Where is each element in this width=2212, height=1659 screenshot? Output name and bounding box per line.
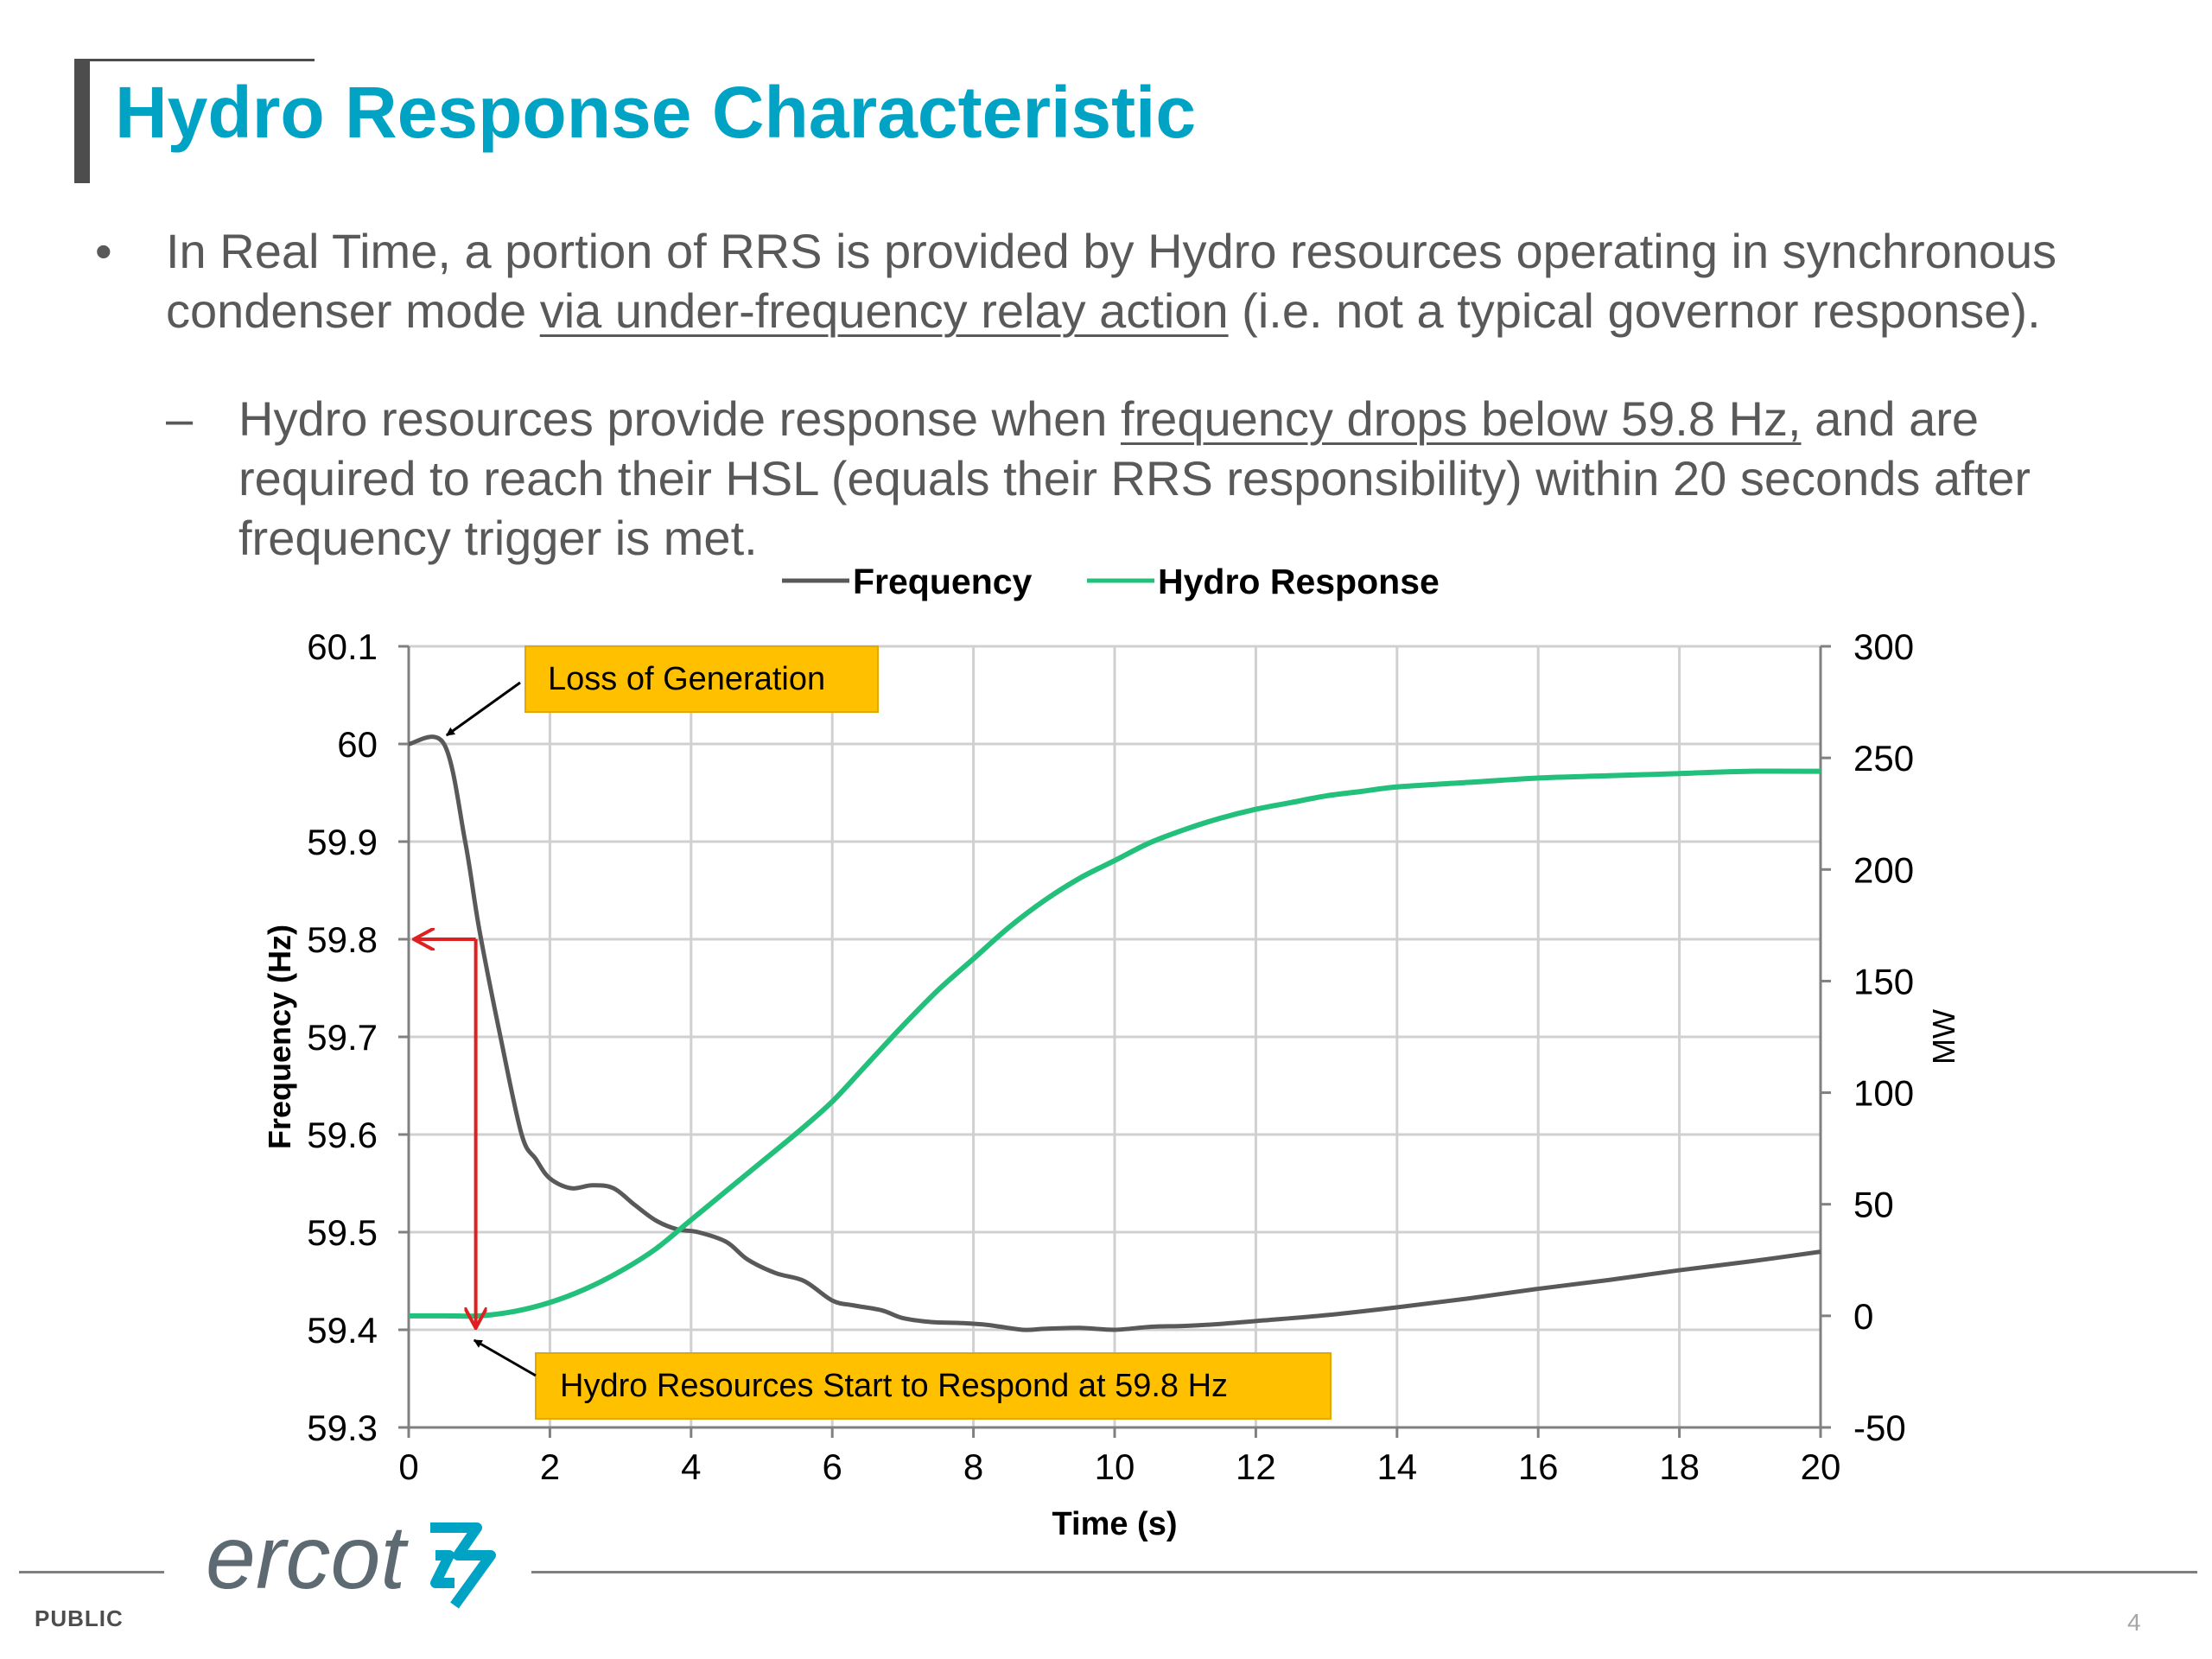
y-left-tick-label: 59.4 [307, 1310, 378, 1351]
bullet-2-marker: – [166, 391, 194, 446]
y-right-axis-label: MW [1926, 1009, 1961, 1065]
annotation-arrow-loss [445, 681, 521, 737]
legend-label: Hydro Response [1158, 562, 1440, 601]
ercot-logo: ercot [199, 1503, 510, 1629]
y-left-tick-label: 59.8 [307, 919, 378, 960]
bullet-2-line-1-pre: Hydro resources provide response when [238, 391, 1121, 446]
x-tick-label: 14 [1376, 1446, 1417, 1487]
annotation-text-loss: Loss of Generation [548, 661, 825, 697]
title-accent-bar [74, 59, 90, 183]
ercot-bolt-icon [430, 1522, 496, 1609]
x-tick-label: 4 [681, 1446, 701, 1487]
annotation-arrow-hydro [473, 1338, 537, 1377]
x-tick-label: 8 [963, 1446, 983, 1487]
y-left-tick-label: 59.3 [307, 1408, 378, 1448]
page-number: 4 [2127, 1609, 2141, 1636]
bullet-1-underlined: via under-frequency relay action [539, 283, 1229, 338]
ercot-logo-wordmark: ercot [206, 1508, 409, 1608]
bullet-2-line-2: required to reach their HSL (equals thei… [238, 451, 2031, 505]
bullet-2-line-1-post: and are [1801, 391, 1980, 446]
bullet-2-underlined: frequency drops below 59.8 Hz, [1120, 391, 1802, 446]
x-tick-label: 0 [398, 1446, 418, 1487]
y-right-tick-label: 200 [1853, 849, 1914, 890]
y-left-tick-label: 60.1 [307, 626, 378, 667]
y-right-tick-label: 150 [1853, 961, 1914, 1001]
annotation-text-hydro: Hydro Resources Start to Respond at 59.8… [560, 1368, 1228, 1404]
y-left-tick-label: 59.9 [307, 822, 378, 862]
y-left-axis-label: Frequency (Hz) [262, 925, 297, 1149]
x-tick-label: 10 [1095, 1446, 1135, 1487]
annotation-box-loss [524, 645, 879, 713]
legend-label: Frequency [853, 562, 1033, 601]
x-tick-label: 12 [1236, 1446, 1276, 1487]
public-label: PUBLIC [35, 1605, 124, 1631]
annotation-box-hydro [535, 1352, 1332, 1420]
y-right-tick-label: 50 [1853, 1185, 1894, 1225]
y-left-tick-label: 60 [337, 724, 378, 765]
y-right-tick-label: 300 [1853, 626, 1914, 667]
footer-rule-left [19, 1571, 164, 1573]
footer-rule-right [531, 1571, 2197, 1573]
y-left-tick-label: 59.6 [307, 1115, 378, 1155]
x-tick-label: 2 [540, 1446, 560, 1487]
bullet-2-line-1: Hydro resources provide response when fr… [238, 389, 1979, 448]
bullet-1-line-2: condenser mode via under-frequency relay… [166, 281, 2041, 340]
y-left-tick-label: 59.5 [307, 1212, 378, 1253]
y-right-tick-label: 0 [1853, 1296, 1873, 1337]
y-right-tick-label: 250 [1853, 738, 1914, 779]
x-axis-label: Time (s) [1052, 1506, 1177, 1542]
hydro-response-series-line [408, 768, 1821, 1319]
x-tick-label: 20 [1801, 1446, 1841, 1487]
bullet-1-line-2-pre: condenser mode [166, 283, 540, 338]
y-right-tick-label: -50 [1853, 1408, 1906, 1448]
y-right-tick-label: 100 [1853, 1073, 1914, 1114]
bullet-1-marker: • [95, 224, 112, 278]
title-accent-top [74, 59, 315, 61]
x-tick-label: 6 [823, 1446, 842, 1487]
bullet-1-line-1: In Real Time, a portion of RRS is provid… [166, 224, 2057, 278]
x-tick-label: 16 [1518, 1446, 1559, 1487]
bullet-1-line-2-post: (i.e. not a typical governor response). [1228, 283, 2041, 338]
y-left-tick-label: 59.7 [307, 1017, 378, 1058]
bullet-2-line-3: frequency trigger is met. [238, 511, 758, 565]
x-tick-label: 18 [1659, 1446, 1700, 1487]
frequency-series-line [408, 734, 1821, 1332]
slide-title: Hydro Response Characteristic [115, 72, 1197, 153]
